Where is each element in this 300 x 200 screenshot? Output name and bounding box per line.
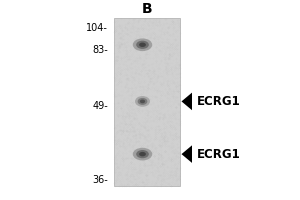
Text: ECRG1: ECRG1 — [196, 95, 240, 108]
Ellipse shape — [138, 98, 147, 105]
Text: B: B — [142, 2, 152, 16]
Text: 104-: 104- — [86, 23, 108, 33]
Ellipse shape — [136, 41, 149, 49]
Polygon shape — [182, 145, 192, 163]
Ellipse shape — [133, 148, 152, 160]
Ellipse shape — [135, 96, 150, 107]
Ellipse shape — [136, 150, 149, 158]
Ellipse shape — [140, 100, 145, 103]
Ellipse shape — [139, 152, 146, 156]
Text: 36-: 36- — [92, 175, 108, 185]
Bar — [114, 18, 180, 186]
Ellipse shape — [139, 43, 146, 47]
Polygon shape — [182, 93, 192, 110]
Text: 49-: 49- — [92, 101, 108, 111]
Text: 83-: 83- — [92, 45, 108, 55]
Text: ECRG1: ECRG1 — [196, 148, 240, 161]
Ellipse shape — [133, 38, 152, 51]
